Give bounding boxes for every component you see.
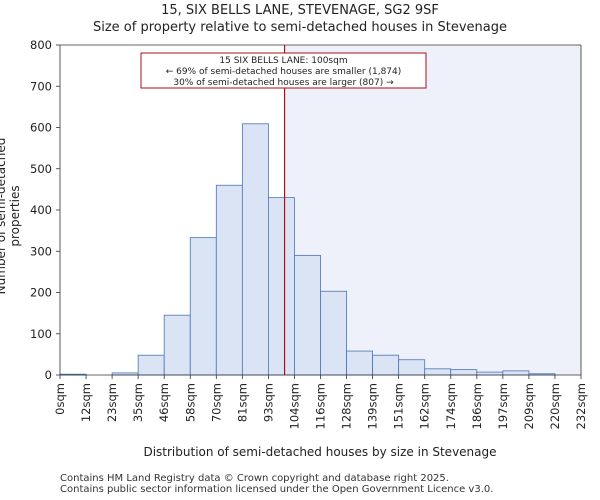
y-tick-label: 800 xyxy=(30,38,52,52)
x-tick-label: 58sqm xyxy=(183,383,197,422)
x-tick-label: 232sqm xyxy=(574,383,588,429)
y-tick-label: 600 xyxy=(30,121,52,135)
x-tick-label: 209sqm xyxy=(522,383,536,429)
x-tick-label: 197sqm xyxy=(496,383,510,429)
y-tick-label: 100 xyxy=(30,327,52,341)
histogram-bar xyxy=(476,371,504,376)
annotation-line-2: ← 69% of semi-detached houses are smalle… xyxy=(166,67,402,77)
footer-copyright: Contains HM Land Registry data © Crown c… xyxy=(60,473,449,484)
x-tick-label: 139sqm xyxy=(366,383,380,429)
annotation-line-3: 30% of semi-detached houses are larger (… xyxy=(173,78,394,88)
y-tick-label: 400 xyxy=(30,203,52,217)
histogram-bar xyxy=(215,184,243,376)
histogram-bar xyxy=(241,123,269,376)
chart-title: 15, SIX BELLS LANE, STEVENAGE, SG2 9SF xyxy=(161,3,439,18)
histogram-bar xyxy=(372,354,400,376)
x-tick-label: 35sqm xyxy=(131,383,145,422)
x-tick-label: 81sqm xyxy=(235,383,249,422)
x-tick-label: 46sqm xyxy=(157,383,171,422)
x-tick-label: 104sqm xyxy=(287,383,301,429)
y-tick-label: 500 xyxy=(30,162,52,176)
histogram-bar xyxy=(267,197,295,376)
histogram-bar xyxy=(424,368,452,376)
x-tick-label: 186sqm xyxy=(470,383,484,429)
histogram-bar xyxy=(294,254,321,376)
histogram-bar xyxy=(163,314,191,376)
histogram-bar xyxy=(320,290,347,376)
y-tick-label: 0 xyxy=(45,368,52,382)
x-axis-label: Distribution of semi-detached houses by … xyxy=(143,445,497,459)
x-tick-label: 0sqm xyxy=(53,383,67,415)
histogram-bar xyxy=(137,354,165,376)
y-tick-label: 300 xyxy=(30,244,52,258)
x-tick-label: 93sqm xyxy=(261,383,275,422)
histogram-bar xyxy=(450,369,478,376)
histogram-bar xyxy=(398,359,426,376)
x-tick-label: 70sqm xyxy=(209,383,223,422)
footer-licence: Contains public sector information licen… xyxy=(60,484,494,495)
x-tick-label: 220sqm xyxy=(548,383,562,429)
y-tick-label: 200 xyxy=(30,286,52,300)
x-tick-label: 128sqm xyxy=(340,383,354,429)
histogram-bar xyxy=(346,350,373,376)
chart-subtitle: Size of property relative to semi-detach… xyxy=(92,20,508,35)
x-tick-label: 174sqm xyxy=(444,383,458,429)
y-tick-label: 700 xyxy=(30,79,52,93)
x-tick-label: 151sqm xyxy=(392,383,406,429)
x-tick-label: 116sqm xyxy=(314,383,328,429)
x-tick-label: 23sqm xyxy=(105,383,119,422)
annotation-box xyxy=(140,52,427,89)
x-tick-label: 12sqm xyxy=(79,383,93,422)
histogram-bar xyxy=(502,370,530,376)
annotation-line-1: 15 SIX BELLS LANE: 100sqm xyxy=(219,56,347,66)
x-tick-label: 162sqm xyxy=(418,383,432,429)
histogram-bar xyxy=(189,237,217,376)
